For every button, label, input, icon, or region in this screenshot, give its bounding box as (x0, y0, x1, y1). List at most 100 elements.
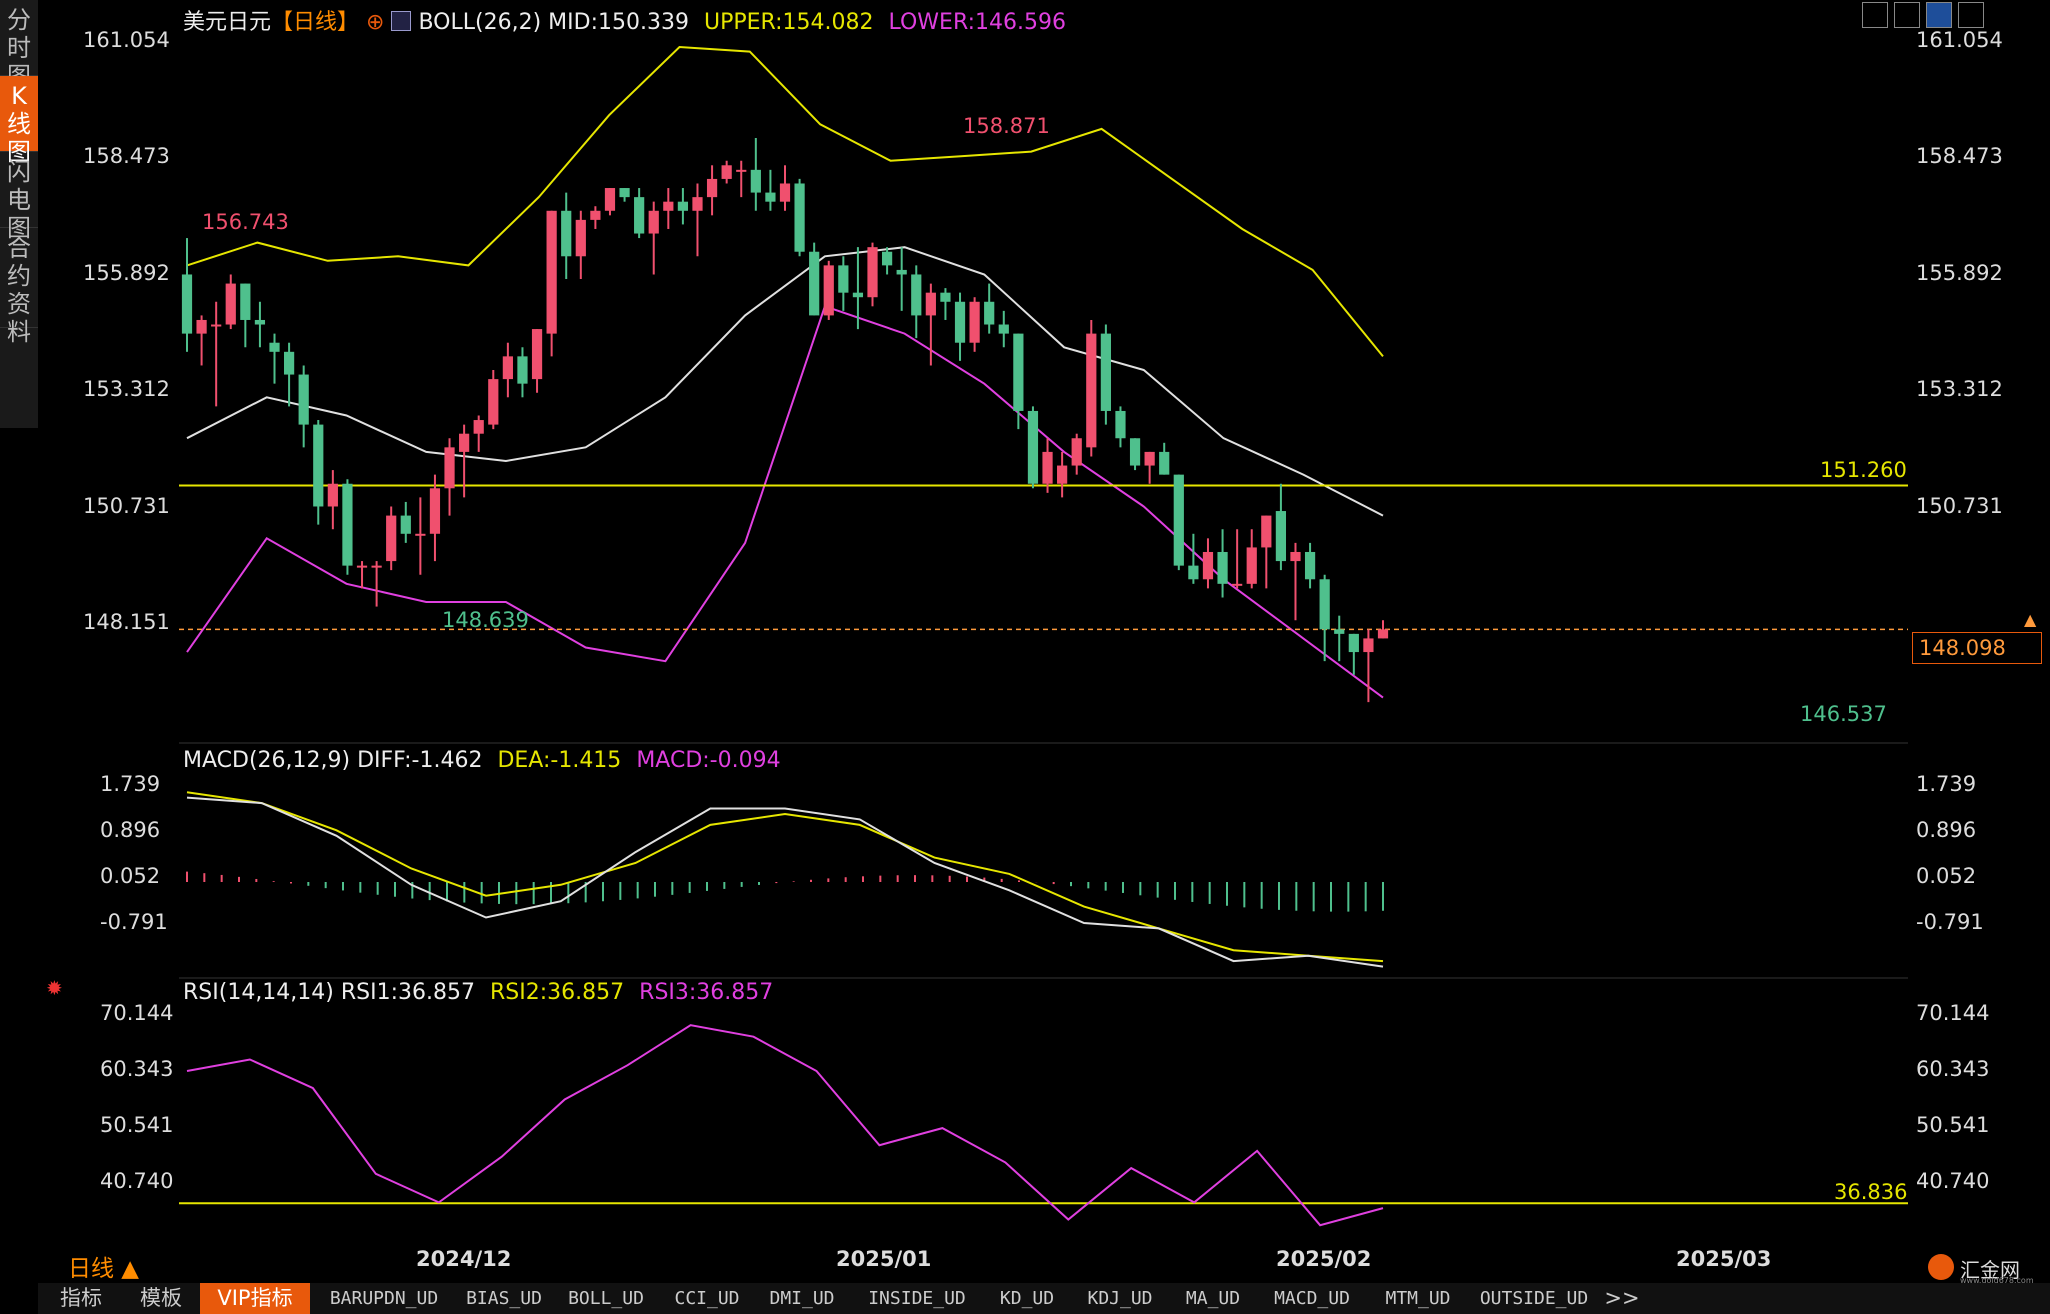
tab-templates[interactable]: 模板 (140, 1286, 182, 1310)
candle-body (1217, 551, 1228, 584)
macd-axis-left-3: -0.791 (100, 910, 168, 934)
tab-macd[interactable]: MACD_UD (1274, 1288, 1350, 1309)
macd-dea: DEA:-1.415 (497, 748, 622, 773)
tab-cci[interactable]: CCI_UD (674, 1288, 740, 1309)
macd-panel (186, 791, 1384, 968)
boll-mid: MID:150.339 (548, 10, 689, 35)
chart-area[interactable]: 美元日元【日线】 ⊕ BOLL(26,2) MID:150.339 UPPER:… (38, 0, 2050, 1314)
candle-body (692, 197, 703, 211)
more-tabs-button[interactable]: >> (1604, 1286, 1640, 1310)
rsi-axis-right-0: 70.144 (1916, 1001, 1990, 1025)
settings-gear-icon[interactable]: ✹ (46, 976, 63, 1000)
chart-header: 美元日元【日线】 ⊕ BOLL(26,2) MID:150.339 UPPER:… (183, 4, 1066, 36)
instrument-name: 美元日元 (183, 10, 272, 35)
left-tab-bar: 分时图 K线图 闪电图 合约资料 (0, 0, 38, 428)
candle-body (1261, 515, 1272, 548)
candle-body (459, 433, 470, 452)
candle-body (809, 251, 820, 316)
tab-ma[interactable]: MA_UD (1185, 1288, 1241, 1309)
price-axis-left-5: 148.151 (83, 610, 170, 634)
price-axis-right-3: 153.312 (1916, 377, 2003, 401)
tab-barupdn[interactable]: BARUPDN_UD (329, 1288, 439, 1309)
candle-body (1304, 551, 1316, 580)
candle-body (1275, 511, 1287, 562)
candle-body (561, 210, 572, 257)
indicator-icon[interactable] (391, 11, 412, 31)
price-axis-left-0: 161.054 (83, 28, 170, 52)
macd-axis-left-1: 0.896 (100, 818, 161, 842)
price-panel (179, 45, 1908, 703)
candle-body (1071, 438, 1082, 466)
rsi-axis-right-3: 40.740 (1916, 1169, 1990, 1193)
high-peak-label: 158.871 (963, 114, 1050, 138)
rsi-hline-label: 36.836 (1834, 1180, 1908, 1204)
candle-body (838, 265, 849, 293)
candle-body (604, 188, 616, 211)
candle-body (765, 192, 776, 202)
draw-tool-icon[interactable] (1926, 2, 1952, 28)
macd-value: MACD:-0.094 (636, 748, 781, 773)
candle-body (940, 292, 951, 302)
tab-time-share[interactable]: 分时图 (0, 0, 38, 90)
rsi2-value: RSI2:36.857 (490, 980, 625, 1005)
candle-body (1334, 629, 1345, 634)
candle-body (502, 356, 513, 380)
tab-boll[interactable]: BOLL_UD (568, 1288, 644, 1309)
watermark-url: www.gold678.com (1960, 1276, 2034, 1285)
candle-body (269, 342, 280, 352)
crosshair-icon[interactable]: ⊕ (366, 10, 385, 35)
grid-tool-icon[interactable] (1862, 2, 1888, 28)
tab-dmi[interactable]: DMI_UD (769, 1288, 835, 1309)
rsi-axis-left-1: 60.343 (100, 1057, 174, 1081)
candle-body (1100, 333, 1111, 411)
macd-axis-right-2: 0.052 (1916, 864, 1977, 888)
candle-body (342, 483, 353, 566)
tab-kline[interactable]: K线图 (0, 76, 38, 166)
candle-body (1188, 565, 1199, 580)
hline-price-label: 151.260 (1820, 458, 1907, 482)
tab-outside[interactable]: OUTSIDE_UD (1479, 1288, 1589, 1309)
candle-body (1202, 551, 1214, 580)
candle-body (1377, 629, 1389, 639)
candle-body (896, 269, 907, 275)
tab-indicators[interactable]: 指标 (60, 1286, 102, 1310)
chart-canvas[interactable] (38, 0, 2050, 1283)
candle-body (196, 319, 207, 334)
candle-body (444, 447, 455, 489)
candle-body (663, 201, 674, 211)
candle-body (969, 301, 980, 343)
logo-icon (1928, 1254, 1954, 1280)
candle-body (1173, 474, 1184, 566)
tab-bias[interactable]: BIAS_UD (466, 1288, 542, 1309)
macd-axis-left-0: 1.739 (100, 772, 161, 796)
candle-body (706, 178, 718, 198)
period-tag: 【日线】 (271, 10, 360, 35)
boll-lower-line (186, 305, 1384, 699)
chart-tool-icon[interactable] (1894, 2, 1920, 28)
rsi3-value: RSI3:36.857 (639, 980, 774, 1005)
period-selector[interactable]: 日线 ▲ (68, 1256, 139, 1282)
tab-kd[interactable]: KD_UD (999, 1288, 1055, 1309)
candle-body (1115, 410, 1126, 439)
tab-vip-indicators[interactable]: VIP指标 (200, 1283, 310, 1314)
rsi-header: RSI(14,14,14) RSI1:36.857 RSI2:36.857 RS… (183, 980, 773, 1005)
candle-body (429, 488, 441, 534)
tab-inside[interactable]: INSIDE_UD (868, 1288, 966, 1309)
watermark-text: 汇金网 (1960, 1258, 2020, 1282)
candle-body (1319, 579, 1330, 630)
candle-body (1144, 451, 1155, 466)
tab-kdj[interactable]: KDJ_UD (1087, 1288, 1153, 1309)
expand-tool-icon[interactable] (1958, 2, 1984, 28)
candle-body (240, 283, 251, 320)
tab-contract-info[interactable]: 合约资料 (0, 228, 38, 346)
candle-body (736, 169, 747, 172)
tab-flash-chart[interactable]: 闪电图 (0, 152, 38, 242)
tab-mtm[interactable]: MTM_UD (1385, 1288, 1451, 1309)
macd-diff: DIFF:-1.462 (357, 748, 483, 773)
candle-body (1159, 451, 1170, 475)
rsi-axis-right-1: 60.343 (1916, 1057, 1990, 1081)
candle-body (1246, 547, 1257, 584)
candle-body (211, 324, 222, 327)
candle-body (721, 165, 732, 179)
current-price-box: 148.098 (1912, 632, 2042, 664)
